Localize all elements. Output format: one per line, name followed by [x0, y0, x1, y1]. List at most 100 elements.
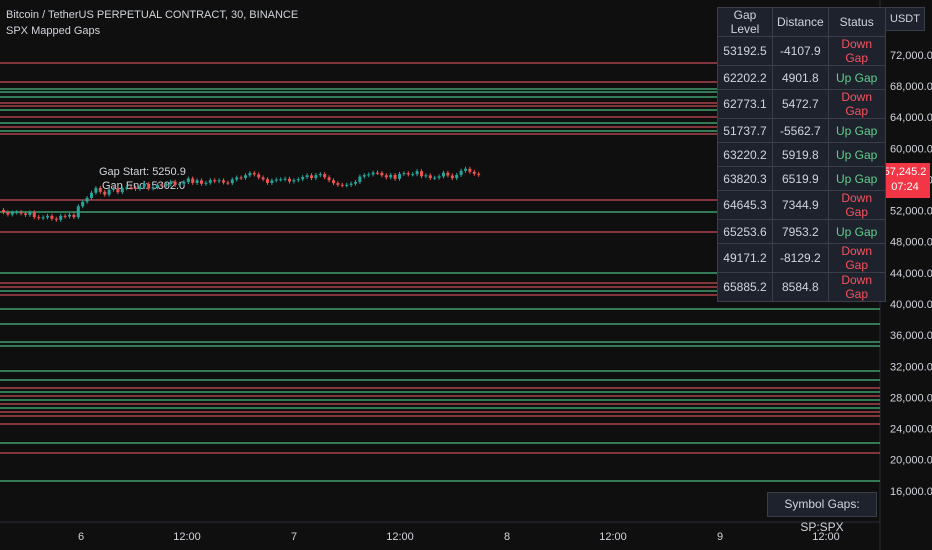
price-tick-label: 24,000.0 [890, 424, 932, 436]
candle [156, 184, 159, 188]
table-cell: 64645.3 [717, 190, 773, 220]
candle [384, 175, 388, 178]
price-tick-label: 44,000.0 [890, 268, 932, 280]
candle [398, 173, 401, 179]
candle [120, 188, 124, 193]
price-tick-label: 68,000.0 [890, 81, 932, 93]
time-tick-label: 7 [291, 531, 297, 543]
table-cell: Status [827, 7, 886, 37]
candle [248, 173, 252, 176]
candle [389, 174, 393, 178]
candle [411, 174, 415, 176]
candle [358, 176, 362, 182]
candle [76, 206, 80, 218]
candle [406, 173, 410, 175]
candle [41, 217, 45, 219]
candle [98, 188, 102, 192]
candle [134, 187, 137, 189]
candle [208, 180, 212, 183]
candle [90, 192, 93, 198]
candle [129, 187, 133, 189]
candle [327, 177, 331, 181]
candle [393, 174, 397, 179]
table-row: 49171.2 -8129.2 Down Gap [717, 243, 886, 273]
candle [336, 183, 340, 185]
table-cell: 8584.8 [772, 272, 829, 302]
candle [235, 177, 239, 180]
currency-button[interactable]: USDT [885, 7, 925, 31]
candle [28, 212, 32, 215]
candle [261, 177, 265, 180]
candle [332, 180, 335, 184]
table-cell: Up Gap [827, 166, 886, 191]
table-cell: 62202.2 [717, 65, 773, 90]
candle [147, 183, 151, 189]
candle [424, 175, 428, 177]
price-tick-label: 64,000.0 [890, 112, 932, 124]
candle [310, 175, 313, 179]
gap-start-label: Gap Start: 5250.9 [99, 166, 186, 178]
candle [186, 178, 190, 182]
time-tick-label: 12:00 [386, 531, 414, 543]
candle [279, 179, 283, 181]
candle [464, 168, 467, 171]
time-tick-label: 6 [78, 531, 84, 543]
symbol-title: Bitcoin / TetherUS PERPETUAL CONTRACT, 3… [6, 9, 298, 21]
price-tick-label: 60,000.0 [890, 143, 932, 155]
candle [46, 215, 49, 218]
candle [415, 171, 419, 175]
price-label: 57,245.2 07:24 [880, 163, 930, 198]
candle [81, 201, 85, 207]
candle [420, 171, 423, 177]
table-row: 62202.2 4901.8 Up Gap [717, 65, 886, 90]
candle [274, 179, 278, 181]
table-cell: 53192.5 [717, 36, 773, 66]
price-tick-label: 52,000.0 [890, 206, 932, 218]
candle [195, 180, 199, 183]
candle [222, 180, 225, 183]
candle [50, 215, 54, 219]
candle [213, 180, 217, 182]
gap-table: Gap Level Distance Status 53192.5 -4107.9 Dow… [717, 7, 886, 302]
candle [54, 218, 58, 220]
candle [6, 212, 10, 215]
candle [24, 213, 27, 215]
current-price: 57,245.2 [883, 166, 927, 178]
table-cell: 63220.2 [717, 142, 773, 167]
table-cell: 7344.9 [772, 190, 829, 220]
table-cell: -5562.7 [772, 118, 829, 143]
candle [446, 172, 450, 176]
time-tick-label: 12:00 [599, 531, 627, 543]
candle [103, 191, 107, 195]
price-tick-label: 16,000.0 [890, 486, 932, 498]
price-tick-label: 28,000.0 [890, 392, 932, 404]
table-cell: Down Gap [827, 36, 886, 66]
candle [116, 188, 120, 193]
table-cell: Down Gap [827, 243, 886, 273]
table-row: 65253.6 7953.2 Up Gap [717, 219, 886, 244]
candle [283, 178, 287, 180]
candle [428, 175, 432, 179]
time-tick-label: 12:00 [173, 531, 201, 543]
candle [63, 215, 67, 217]
candle [477, 173, 481, 175]
candle [59, 215, 63, 220]
candle [376, 172, 379, 174]
candle [204, 182, 208, 184]
table-cell: 65885.2 [717, 272, 773, 302]
table-row: 62773.1 5472.7 Down Gap [717, 89, 886, 119]
candle [85, 197, 89, 202]
table-row: 63820.3 6519.9 Up Gap [717, 166, 886, 191]
candle [72, 214, 76, 218]
table-row: 53192.5 -4107.9 Down Gap [717, 36, 886, 66]
table-cell: Up Gap [827, 219, 886, 244]
table-cell: 51737.7 [717, 118, 773, 143]
candle [266, 179, 269, 183]
candle [296, 179, 300, 181]
price-tick-label: 40,000.0 [890, 299, 932, 311]
table-row: 64645.3 7344.9 Down Gap [717, 190, 886, 220]
table-header: Gap Level Distance Status [717, 7, 886, 37]
countdown: 07:24 [891, 181, 919, 193]
table-cell: 4901.8 [772, 65, 829, 90]
table-row: 51737.7 -5562.7 Up Gap [717, 118, 886, 143]
